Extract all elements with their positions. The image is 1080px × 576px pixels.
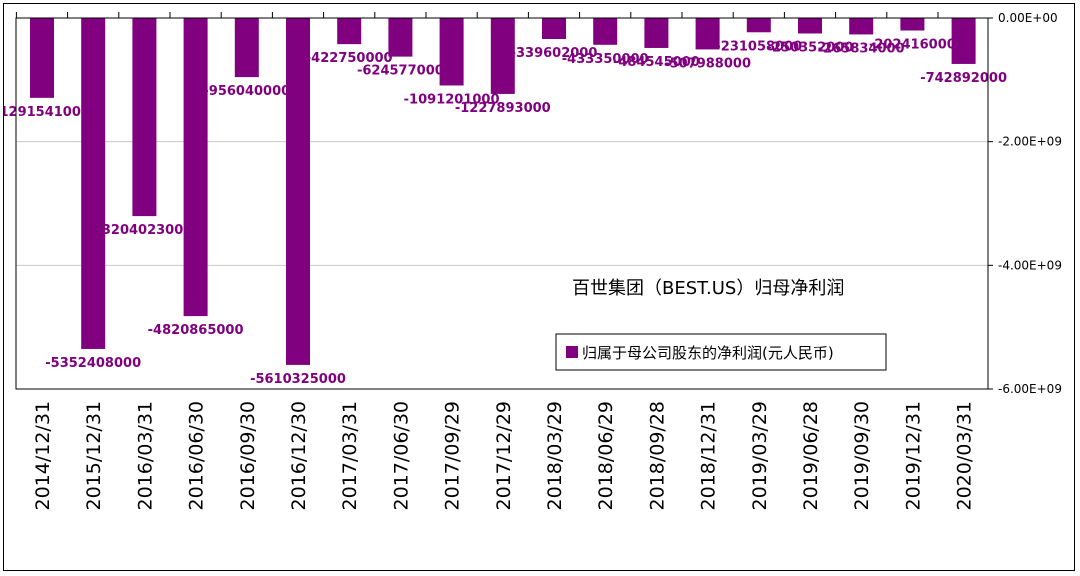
x-tick-label: 2016/06/30: [186, 401, 208, 511]
x-tick-label: 2018/12/31: [698, 401, 720, 511]
bar: [234, 18, 259, 78]
data-label: -5610325000: [250, 372, 346, 387]
data-label: -5352408000: [45, 356, 141, 371]
bar: [798, 18, 822, 34]
x-tick-label: 2018/09/28: [646, 401, 668, 511]
data-label: -4820865000: [148, 323, 244, 338]
bar: [644, 18, 669, 48]
bar: [900, 18, 925, 31]
bar: [183, 18, 208, 317]
data-label: -956040000: [203, 84, 290, 99]
x-tick-label: 2020/03/31: [954, 401, 976, 511]
bar: [439, 18, 464, 86]
bar: [490, 18, 515, 94]
data-label: -624577000: [357, 64, 444, 79]
bar: [746, 18, 771, 33]
x-tick-label: 2015/12/31: [83, 401, 105, 511]
bar: [30, 18, 54, 98]
bar: [593, 18, 618, 45]
bar: [81, 18, 106, 349]
bar: [132, 18, 157, 217]
x-tick-label: 2017/12/29: [493, 401, 515, 511]
x-tick-label: 2017/06/30: [390, 401, 412, 511]
data-label: -202416000: [869, 38, 956, 53]
chart-frame: -1291541000 -5352408000 -3204023000 -482086…: [3, 3, 1075, 571]
bar: [388, 18, 413, 57]
x-tick-label: 2016/09/30: [237, 401, 259, 511]
x-tick-label: 2018/03/29: [544, 401, 566, 511]
legend: 归属于母公司股东的净利润(元人民币): [555, 333, 887, 371]
data-label: -484545000: [613, 55, 700, 70]
data-labels-layer: -1291541000 -5352408000 -3204023000 -482086…: [4, 38, 1007, 387]
x-tick-label: 2019/12/31: [902, 401, 924, 511]
x-tick-label: 2019/06/28: [800, 401, 822, 511]
legend-swatch: [566, 346, 578, 358]
data-label: -1227893000: [455, 101, 551, 116]
data-label: -1291541000: [4, 105, 90, 120]
bar-chart: -1291541000 -5352408000 -3204023000 -482086…: [4, 11, 1062, 511]
y-tick-label: -6.00E+09: [998, 382, 1062, 396]
data-label: -265834000: [818, 41, 905, 56]
legend-box: [555, 333, 887, 371]
x-tick-label: 2019/09/30: [851, 401, 873, 511]
y-tick-label: 0.00E+00: [998, 11, 1058, 25]
data-label: -339602000: [511, 46, 598, 61]
x-tick-label: 2017/09/29: [442, 401, 464, 511]
data-label: -250352000: [767, 40, 854, 55]
x-tick-label: 2017/03/31: [339, 401, 361, 511]
data-label: -433350000: [562, 52, 649, 67]
data-label: -3204023000: [96, 223, 192, 238]
data-label: -742892000: [920, 71, 1007, 86]
data-label: -231058000: [715, 39, 802, 54]
bar: [542, 18, 566, 39]
x-axis-ticks: 2014/12/31 2015/12/31 2016/03/31 2016/06/30…: [15, 12, 976, 511]
x-tick-label: 2018/06/29: [595, 401, 617, 511]
chart-annotation: 百世集团（BEST.US）归母净利润: [572, 278, 844, 299]
plot-area-border: [15, 17, 989, 390]
bar: [337, 18, 362, 45]
x-tick-label: 2014/12/31: [32, 401, 54, 511]
x-tick-label: 2016/03/31: [134, 401, 156, 511]
data-label: -1091201000: [404, 92, 500, 107]
bar: [849, 18, 874, 35]
bar: [695, 18, 720, 50]
bar: [951, 18, 976, 64]
x-tick-label: 2016/12/30: [288, 401, 310, 511]
legend-label: 归属于母公司股东的净利润(元人民币): [582, 344, 834, 362]
data-label: -422750000: [306, 51, 393, 66]
y-tick-label: -4.00E+09: [998, 258, 1062, 272]
data-label: -507988000: [664, 56, 751, 71]
y-axis-ticks: 0.00E+00 -2.00E+09 -4.00E+09 -6.00E+09: [988, 11, 1062, 396]
bars-layer: [30, 18, 976, 365]
y-tick-label: -2.00E+09: [998, 135, 1062, 149]
x-tick-label: 2019/03/29: [749, 401, 771, 511]
bar: [286, 18, 310, 365]
